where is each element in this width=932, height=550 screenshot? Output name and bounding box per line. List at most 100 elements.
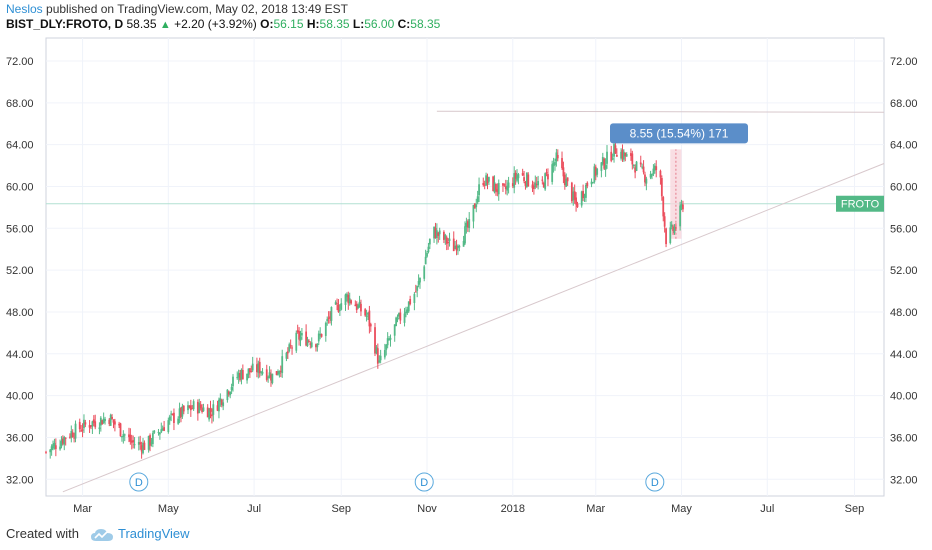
candle-body	[631, 153, 634, 165]
candle-body	[454, 245, 457, 249]
candle-body	[198, 402, 201, 413]
candle-body	[585, 184, 587, 198]
candle-body	[554, 161, 556, 166]
candle-body	[278, 371, 281, 374]
candle-body	[448, 238, 451, 241]
candle-body	[189, 405, 192, 411]
candle-body	[191, 408, 194, 410]
candle-body	[78, 421, 81, 430]
author-link[interactable]: Neslos	[6, 2, 43, 16]
candle-body	[506, 185, 509, 191]
candle-body	[229, 391, 232, 396]
candle-body	[315, 344, 317, 348]
candle-body	[594, 166, 597, 176]
candle-body	[475, 204, 478, 208]
candle-body	[338, 309, 341, 311]
candle-body	[296, 330, 299, 333]
candle-body	[644, 174, 646, 183]
candle-body	[576, 203, 579, 208]
candle-body	[222, 402, 225, 407]
candle-body	[226, 389, 229, 401]
open-label: O:	[260, 17, 274, 31]
candle-body	[275, 371, 278, 376]
candle-body	[580, 191, 583, 206]
candle-body	[49, 449, 52, 453]
candle-body	[337, 304, 340, 312]
candle-body	[187, 405, 189, 411]
candle-body	[513, 173, 516, 188]
candle-body	[122, 434, 125, 437]
candle-body	[620, 151, 622, 159]
candle-body	[396, 317, 399, 321]
candle-body	[680, 204, 683, 207]
candle-body	[403, 313, 406, 323]
dividend-marker-label: D	[135, 477, 143, 489]
candle-body	[192, 401, 195, 410]
candle-body	[378, 360, 381, 363]
candle-body	[236, 377, 239, 379]
candle-body	[478, 184, 480, 196]
candle-body	[547, 174, 549, 180]
tradingview-brand-link[interactable]: TradingView	[118, 526, 190, 541]
tradingview-cloud-icon	[91, 529, 113, 541]
candle-body	[672, 226, 674, 232]
candle-body	[61, 438, 64, 444]
candle-body	[98, 427, 101, 430]
candle-body	[388, 339, 390, 341]
candle-body	[196, 401, 199, 414]
candle-body	[632, 164, 635, 166]
candle-body	[622, 151, 625, 160]
candle-body	[163, 427, 166, 431]
candle-body	[288, 344, 291, 352]
candle-body	[583, 195, 586, 197]
candle-body	[503, 184, 506, 186]
candle-body	[206, 407, 209, 418]
candle-body	[256, 364, 258, 373]
candle-body	[465, 223, 468, 227]
candle-body	[91, 421, 94, 427]
candle-body	[531, 184, 534, 189]
candle-body	[241, 370, 244, 380]
candle-body	[178, 408, 181, 418]
candle-body	[257, 363, 260, 373]
candle-body	[504, 186, 507, 190]
candle-body	[434, 227, 437, 238]
candle-body	[54, 445, 57, 450]
candle-body	[596, 168, 599, 175]
candle-body	[516, 175, 518, 181]
candle-body	[662, 197, 665, 217]
candle-body	[92, 419, 95, 423]
price-chart[interactable]: 72.00 72.00 68.00 68.00 64.00 64.00 60.00 60.00…	[0, 0, 932, 522]
y-tick-right: 72.00	[890, 56, 918, 68]
candle-body	[476, 196, 479, 203]
y-tick-left: 40.00	[6, 391, 34, 403]
publish-line: Neslos published on TradingView.com, May…	[6, 2, 440, 17]
candle-body	[535, 184, 538, 186]
candle-body	[298, 331, 300, 340]
candle-body	[60, 441, 63, 447]
candle-body	[121, 436, 123, 438]
candle-body	[348, 298, 351, 304]
candle-body	[649, 173, 652, 178]
candle-body	[139, 442, 142, 445]
candle-body	[409, 299, 412, 305]
y-tick-right: 48.00	[890, 307, 918, 319]
candle-body	[289, 345, 292, 347]
candle-body	[180, 407, 182, 418]
candle-body	[514, 172, 517, 179]
candle-body	[160, 429, 163, 433]
candle-body	[173, 412, 175, 423]
candle-body	[220, 399, 223, 405]
candle-body	[405, 311, 407, 314]
candle-body	[246, 373, 248, 381]
candle-body	[208, 408, 211, 420]
open-value: 56.15	[273, 17, 304, 31]
candle-body	[601, 157, 604, 165]
candle-body	[641, 166, 644, 168]
candle-body	[573, 191, 576, 200]
dividend-marker-label: D	[420, 477, 428, 489]
candle-body	[367, 312, 369, 315]
candle-body	[452, 238, 455, 252]
candle-body	[582, 190, 585, 199]
candle-body	[317, 333, 320, 342]
